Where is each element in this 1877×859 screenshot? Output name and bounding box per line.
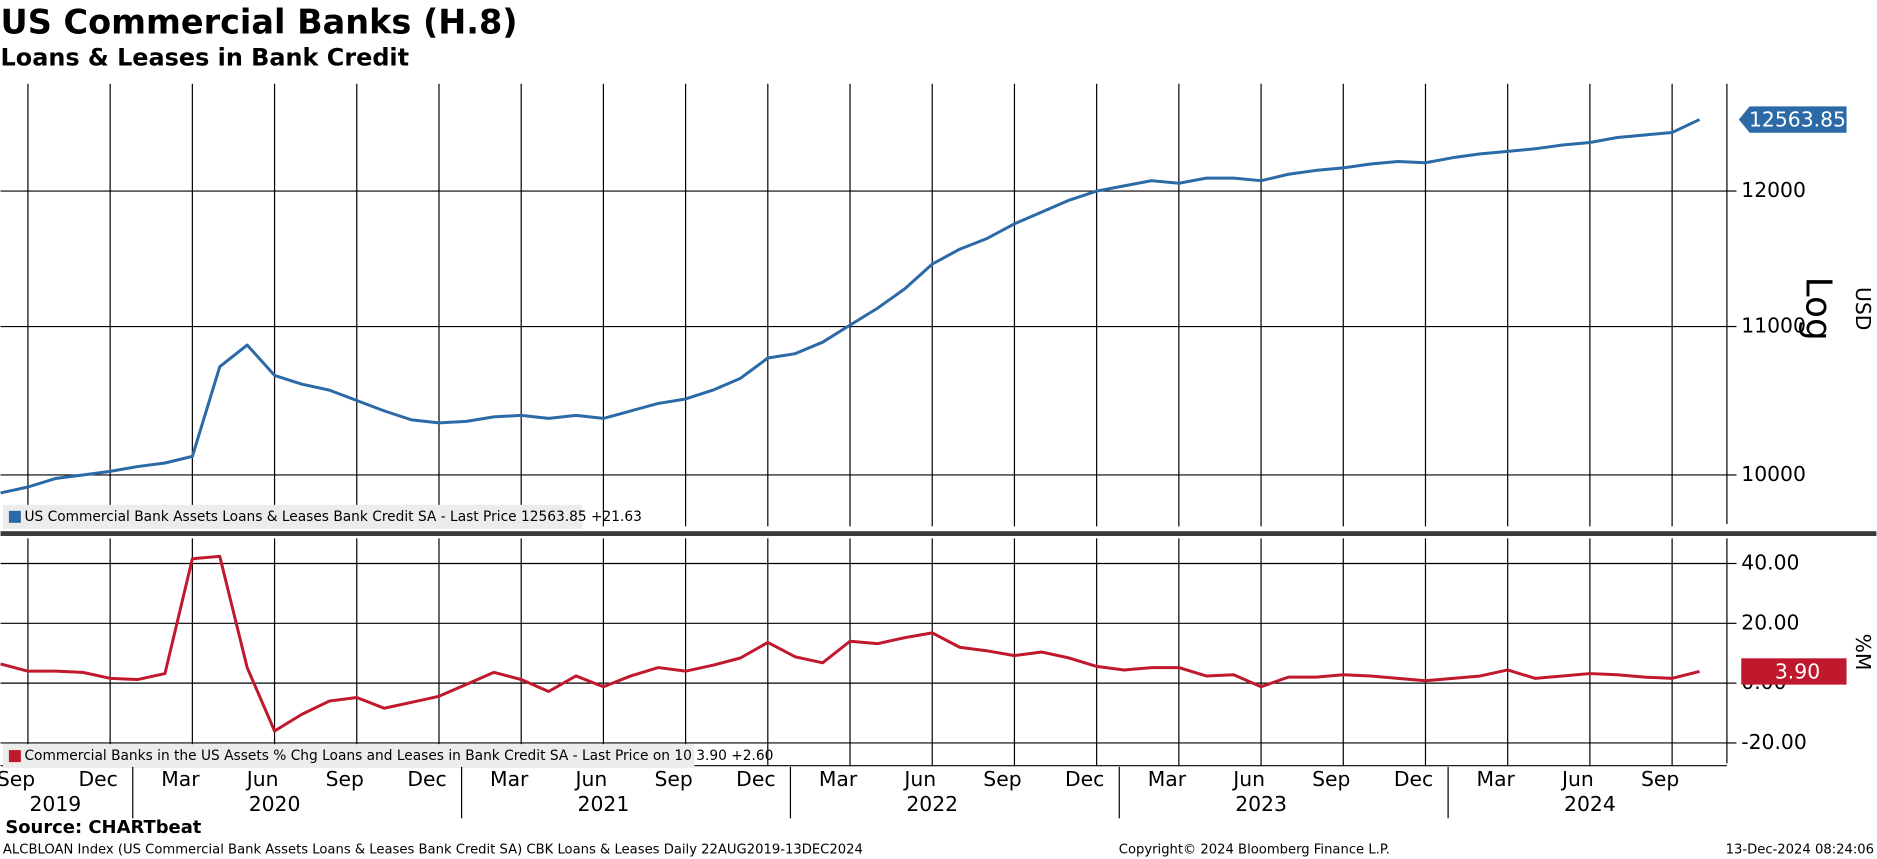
x-tick-label: Mar xyxy=(819,767,858,791)
x-tick-label: Dec xyxy=(1065,767,1104,791)
last-price-tag xyxy=(1738,106,1847,133)
x-tick-label: Dec xyxy=(79,767,118,791)
y-tick-label: -20.00 xyxy=(1741,730,1807,754)
legend-label: Commercial Banks in the US Assets % Chg … xyxy=(24,748,773,764)
y-axis-label: USD xyxy=(1851,287,1875,330)
x-tick-label: Jun xyxy=(245,767,279,791)
x-tick-label: Sep xyxy=(983,767,1021,791)
x-tick-label: Dec xyxy=(736,767,775,791)
x-tick-label: Jun xyxy=(574,767,608,791)
x-tick-label: Jun xyxy=(902,767,936,791)
x-year-label: 2022 xyxy=(906,792,958,816)
chart-subtitle: Loans & Leases in Bank Credit xyxy=(1,44,410,72)
last-price-label: 3.90 xyxy=(1775,660,1820,684)
x-tick-label: Sep xyxy=(654,767,692,791)
footer-center: Copyright© 2024 Bloomberg Finance L.P. xyxy=(1119,842,1390,857)
x-tick-label: Sep xyxy=(0,767,35,791)
footer-right: 13-Dec-2024 08:24:06 xyxy=(1726,842,1874,857)
last-price-label: 12563.85 xyxy=(1749,108,1846,132)
x-year-label: 2020 xyxy=(249,792,301,816)
x-tick-label: Mar xyxy=(161,767,200,791)
legend-box xyxy=(2,504,582,529)
x-tick-label: Sep xyxy=(1641,767,1679,791)
last-price-tag xyxy=(1741,658,1847,685)
x-tick-label: Jun xyxy=(1231,767,1265,791)
y-tick-label: 20.00 xyxy=(1741,610,1799,634)
x-year-label: 2021 xyxy=(578,792,630,816)
panel-separator xyxy=(0,531,1877,536)
x-tick-label: Dec xyxy=(407,767,446,791)
x-tick-label: Dec xyxy=(1394,767,1433,791)
x-tick-label: Sep xyxy=(1312,767,1350,791)
legend-box xyxy=(2,744,695,769)
y-tick-label: 11000 xyxy=(1741,314,1806,338)
series-line xyxy=(0,554,1700,733)
y-tick-label: 12000 xyxy=(1741,178,1806,202)
source: Source: CHARTbeat xyxy=(5,817,201,838)
y-axis-label: %M xyxy=(1851,634,1875,671)
scale-label: Log xyxy=(1798,277,1839,341)
x-year-label: 2019 xyxy=(29,792,81,816)
y-tick-label: 10000 xyxy=(1741,462,1806,486)
chart-title: US Commercial Banks (H.8) xyxy=(1,2,518,41)
x-tick-label: Mar xyxy=(1477,767,1516,791)
y-tick-label: 40.00 xyxy=(1741,550,1799,574)
x-tick-label: Jun xyxy=(1560,767,1594,791)
legend-swatch xyxy=(8,750,21,763)
series-line xyxy=(0,118,1701,495)
x-year-label: 2023 xyxy=(1235,792,1287,816)
x-tick-label: Mar xyxy=(1148,767,1187,791)
legend-swatch xyxy=(8,510,21,523)
x-year-label: 2024 xyxy=(1564,792,1616,816)
x-tick-label: Mar xyxy=(490,767,529,791)
x-tick-label: Sep xyxy=(326,767,364,791)
legend-label: US Commercial Bank Assets Loans & Leases… xyxy=(24,509,641,525)
footer-left: ALCBLOAN Index (US Commercial Bank Asset… xyxy=(3,842,863,857)
